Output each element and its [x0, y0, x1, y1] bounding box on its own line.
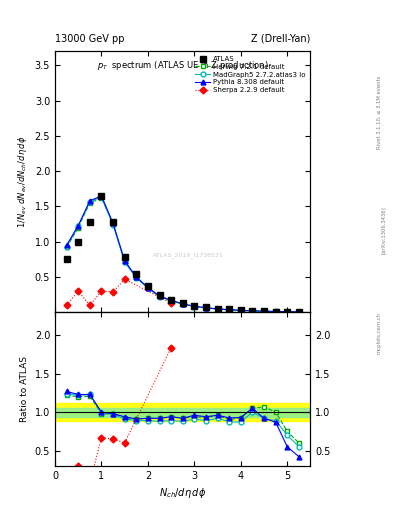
Text: mcplots.cern.ch: mcplots.cern.ch [377, 312, 382, 354]
X-axis label: $N_{ch}/d\eta\,d\phi$: $N_{ch}/d\eta\,d\phi$ [159, 486, 206, 500]
Text: Z (Drell-Yan): Z (Drell-Yan) [251, 33, 310, 44]
Text: $p_T$  spectrum (ATLAS UE in Z production): $p_T$ spectrum (ATLAS UE in Z production… [97, 59, 269, 72]
Y-axis label: Ratio to ATLAS: Ratio to ATLAS [20, 356, 29, 422]
Text: [arXiv:1306.3436]: [arXiv:1306.3436] [381, 206, 386, 254]
Y-axis label: $1/N_{ev}\ dN_{ev}/dN_{ch}/d\eta\,d\phi$: $1/N_{ev}\ dN_{ev}/dN_{ch}/d\eta\,d\phi$ [16, 136, 29, 228]
Text: ATLAS_2019_I1736531: ATLAS_2019_I1736531 [152, 252, 223, 258]
Text: Rivet 3.1.10, ≥ 3.1M events: Rivet 3.1.10, ≥ 3.1M events [377, 76, 382, 150]
Legend: ATLAS, Herwig 7.2.1 default, MadGraph5 2.7.2.atlas3 lo, Pythia 8.308 default, Sh: ATLAS, Herwig 7.2.1 default, MadGraph5 2… [192, 53, 309, 96]
Text: 13000 GeV pp: 13000 GeV pp [55, 33, 125, 44]
